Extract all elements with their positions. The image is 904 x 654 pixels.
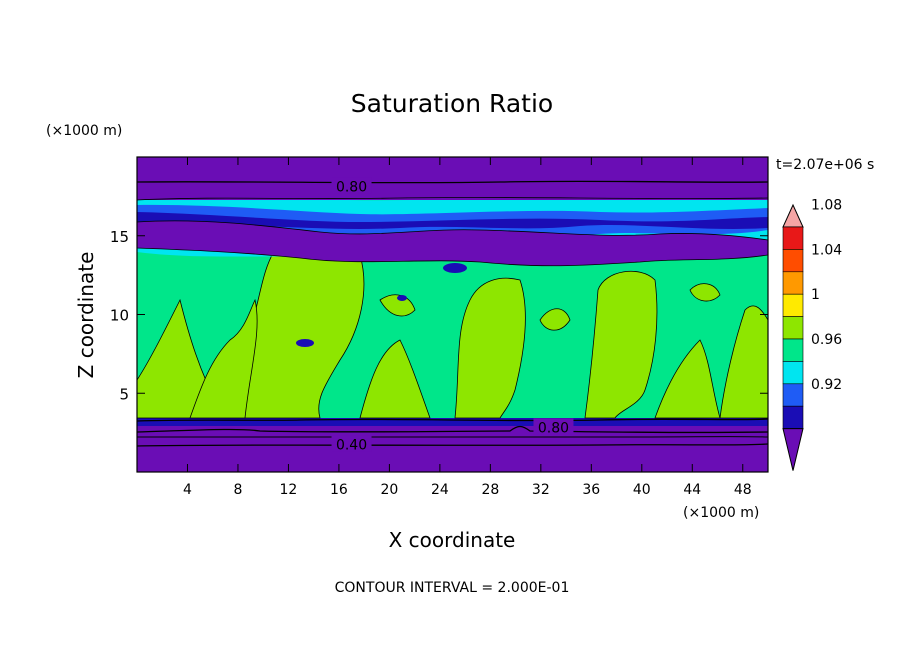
colorbar-level-label: 1.08 xyxy=(811,198,842,214)
x-tick-label: 48 xyxy=(734,482,752,498)
x-tick-label: 20 xyxy=(380,482,398,498)
upper-dry-layer xyxy=(137,157,768,200)
contour-label-bg xyxy=(331,435,372,452)
colorbar-segment xyxy=(782,316,804,340)
plume xyxy=(719,305,768,419)
x-tick-label: 28 xyxy=(481,482,499,498)
contour-label: 0.40 xyxy=(336,438,367,454)
x-tick-label: 24 xyxy=(431,482,449,498)
colorbar-level-label: 1 xyxy=(811,287,820,303)
dry-pocket xyxy=(443,263,467,273)
dry-pocket xyxy=(397,295,407,301)
colorbar-top-arrow xyxy=(782,203,804,228)
contour-label: 0.80 xyxy=(538,420,569,436)
colorbar-segment xyxy=(782,361,804,385)
plume xyxy=(654,339,721,419)
x-axis-label: X coordinate xyxy=(389,528,516,552)
dry-pocket xyxy=(296,339,314,347)
colorbar-segment xyxy=(782,338,804,362)
x-tick-label: 16 xyxy=(330,482,348,498)
x-axis: 4 8 12 16 20 24 28 32 36 40 44 48 xyxy=(183,157,752,498)
y-axis: 5 10 15 xyxy=(110,228,768,403)
x-tick-label: 4 xyxy=(183,482,192,498)
x-tick-label: 8 xyxy=(233,482,242,498)
y-unit-label: (×1000 m) xyxy=(46,123,122,139)
x-tick-label: 32 xyxy=(532,482,550,498)
colorbar-segment xyxy=(782,271,804,295)
plume xyxy=(189,298,258,419)
contour-line xyxy=(137,180,768,184)
plume xyxy=(539,308,571,331)
x-tick-label: 40 xyxy=(633,482,651,498)
time-label: t=2.07e+06 s xyxy=(776,157,874,173)
cirrus-band xyxy=(137,212,768,229)
colorbar-bottom-arrow xyxy=(782,428,804,471)
plume xyxy=(359,339,431,419)
colorbar-segment xyxy=(782,405,804,429)
x-tick-label: 36 xyxy=(582,482,600,498)
plume xyxy=(584,271,658,419)
colorbar-level-label: 0.92 xyxy=(811,377,842,393)
contour-label: 0.80 xyxy=(336,179,367,195)
y-tick-label: 5 xyxy=(119,385,129,403)
y-axis-label: Z coordinate xyxy=(74,252,98,379)
plume xyxy=(454,277,526,419)
x-unit-label: (×1000 m) xyxy=(683,505,759,521)
colorbar-segment xyxy=(782,249,804,273)
plot-area: 0.80 0.80 0.40 xyxy=(137,157,768,472)
colorbar-level-label: 1.04 xyxy=(811,242,842,258)
dry-tongue xyxy=(137,220,768,267)
contour-line xyxy=(137,443,768,447)
x-tick-label: 12 xyxy=(280,482,298,498)
chart-title: Saturation Ratio xyxy=(351,89,553,118)
contour-line xyxy=(137,425,768,434)
contour-interval-footer: CONTOUR INTERVAL = 2.000E-01 xyxy=(335,580,570,596)
plume xyxy=(689,283,721,302)
colorbar-segment xyxy=(782,293,804,317)
colorbar-segment xyxy=(782,383,804,407)
x-tick-label: 44 xyxy=(683,482,701,498)
y-tick-label: 10 xyxy=(110,307,129,325)
colorbar: 0.92 0.96 1 1.04 1.08 xyxy=(782,198,842,471)
contour-line xyxy=(137,197,768,201)
contour-label-bg xyxy=(533,418,574,435)
plume xyxy=(379,294,416,317)
contour-line xyxy=(137,418,768,422)
colorbar-segment xyxy=(782,226,804,250)
contour-label-bg xyxy=(331,177,372,194)
colorbar-level-label: 0.96 xyxy=(811,332,842,348)
y-tick-label: 15 xyxy=(110,228,129,246)
contour-labels: 0.80 0.80 0.40 xyxy=(331,177,574,454)
